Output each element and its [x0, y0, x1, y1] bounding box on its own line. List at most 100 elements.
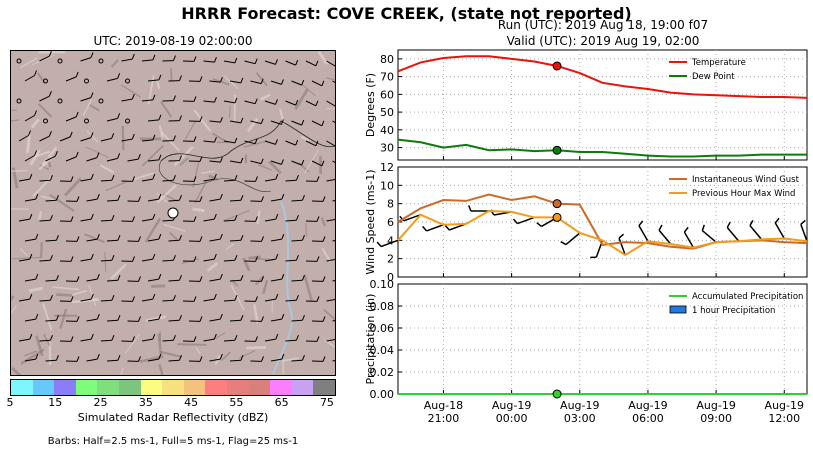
wind-barb	[701, 230, 717, 243]
wind-barb-feather	[255, 216, 258, 222]
wind-barb	[229, 160, 241, 164]
wind-barb-feather	[468, 205, 472, 212]
wind-barb-feather	[199, 196, 203, 202]
wind-barb-feather	[658, 224, 663, 231]
wind-barb	[264, 140, 276, 145]
wind-barb-feather	[296, 255, 299, 261]
terrain-ridge	[193, 109, 212, 133]
wind-barb-feather	[132, 176, 135, 182]
wind-barb-feather	[35, 353, 39, 360]
wind-barb	[141, 298, 153, 302]
legend-label: 1 hour Precipitation	[692, 306, 775, 316]
wind-barb-feather	[173, 135, 176, 141]
wind-barb-feather	[76, 276, 80, 282]
wind-barb	[80, 298, 92, 302]
wind-barb-feather	[117, 235, 121, 241]
calm-wind-circle	[84, 78, 89, 84]
terrain-ridge	[226, 243, 234, 250]
wind-barb	[270, 278, 282, 282]
wind-barb-feather	[70, 296, 74, 302]
wind-barb-feather	[274, 59, 278, 65]
terrain-ridge	[30, 118, 41, 129]
terrain-ridge	[302, 84, 316, 97]
wind-barb	[65, 76, 77, 82]
colorbar-cell	[205, 380, 227, 395]
wind-barb	[749, 225, 763, 240]
wind-barb-feather	[35, 193, 39, 200]
wind-barb-feather	[173, 175, 176, 181]
colorbar-cell	[118, 380, 141, 395]
terrain-ridge	[194, 180, 208, 204]
reflectivity-colorbar	[10, 379, 336, 396]
wind-barb	[264, 218, 276, 222]
x-tick-label-time: 21:00	[428, 412, 460, 425]
colorbar-cell	[11, 380, 33, 395]
colorbar-tick-label: 45	[184, 396, 199, 409]
wind-barb-feather	[29, 173, 33, 180]
wind-barb-feather	[316, 176, 320, 182]
terrain-ridge	[11, 295, 15, 302]
wind-barb	[305, 140, 317, 147]
wind-barb	[24, 358, 36, 362]
wind-barb-feather	[96, 313, 100, 320]
wind-barb	[291, 120, 302, 126]
y-tick-label: 50	[380, 106, 394, 119]
wind-barb-feather	[255, 296, 258, 302]
wind-barb	[24, 198, 36, 202]
wind-barb	[45, 199, 57, 202]
terrain-ridge	[208, 174, 219, 182]
wind-barb-feather	[234, 97, 238, 104]
wind-barb	[285, 259, 297, 262]
wind-barb-feather	[296, 175, 299, 181]
wind-barb	[311, 120, 323, 127]
wind-barb	[141, 99, 153, 102]
wind-barb-feather	[137, 153, 141, 160]
wind-barb-feather	[261, 356, 264, 362]
wind-barb	[24, 155, 35, 162]
wind-barb-feather	[512, 218, 518, 225]
terrain-ridge	[317, 51, 329, 65]
terrain-ridge	[192, 207, 205, 213]
terrain-ridge	[230, 284, 245, 311]
terrain-ridge	[304, 149, 320, 174]
wind-barb	[326, 218, 335, 222]
wind-barb-feather	[322, 276, 326, 282]
wind-barb	[305, 100, 317, 107]
terrain-ridge	[242, 257, 251, 272]
wind-barb-feather	[179, 115, 182, 121]
y-tick-label: 0.04	[370, 344, 395, 357]
wind-barb-feather	[152, 293, 156, 300]
calm-wind-circle	[98, 58, 104, 64]
terrain-ridge	[260, 93, 271, 101]
wind-barb	[326, 178, 335, 182]
wind-barb-feather	[295, 139, 299, 146]
wind-barb-feather	[254, 58, 258, 64]
wind-barb	[162, 219, 174, 222]
wind-barb	[100, 299, 113, 302]
wind-barb-feather	[240, 157, 244, 164]
barb-legend-note: Barbs: Half=2.5 ms-1, Full=5 ms-1, Flag=…	[10, 436, 336, 447]
wind-barb-feather	[199, 276, 203, 282]
wind-barb-feather	[173, 55, 176, 61]
terrain-ridge	[82, 98, 93, 116]
wind-barb-feather	[56, 195, 59, 201]
wind-barb	[270, 318, 282, 322]
colorbar-ticks: 5 15 25 35 45 55 65 75	[7, 396, 336, 410]
wind-barb	[18, 178, 30, 182]
wind-barb-feather	[193, 176, 197, 182]
wind-barb-feather	[618, 233, 625, 239]
wind-barb-feather	[749, 220, 754, 226]
wind-barb	[326, 140, 335, 147]
wind-barb-feather	[28, 130, 31, 136]
wind-barb-feather	[29, 253, 33, 260]
terrain-ridge	[86, 130, 99, 143]
wind-barb	[59, 136, 71, 142]
legend-label: Previous Hour Max Wind	[692, 189, 795, 199]
wind-barb-feather	[179, 75, 182, 81]
wind-barb	[141, 258, 153, 262]
wind-barb-feather	[280, 159, 284, 165]
terrain-ridge	[158, 364, 164, 375]
terrain-ridge	[52, 286, 79, 291]
wind-barb-feather	[117, 195, 121, 201]
